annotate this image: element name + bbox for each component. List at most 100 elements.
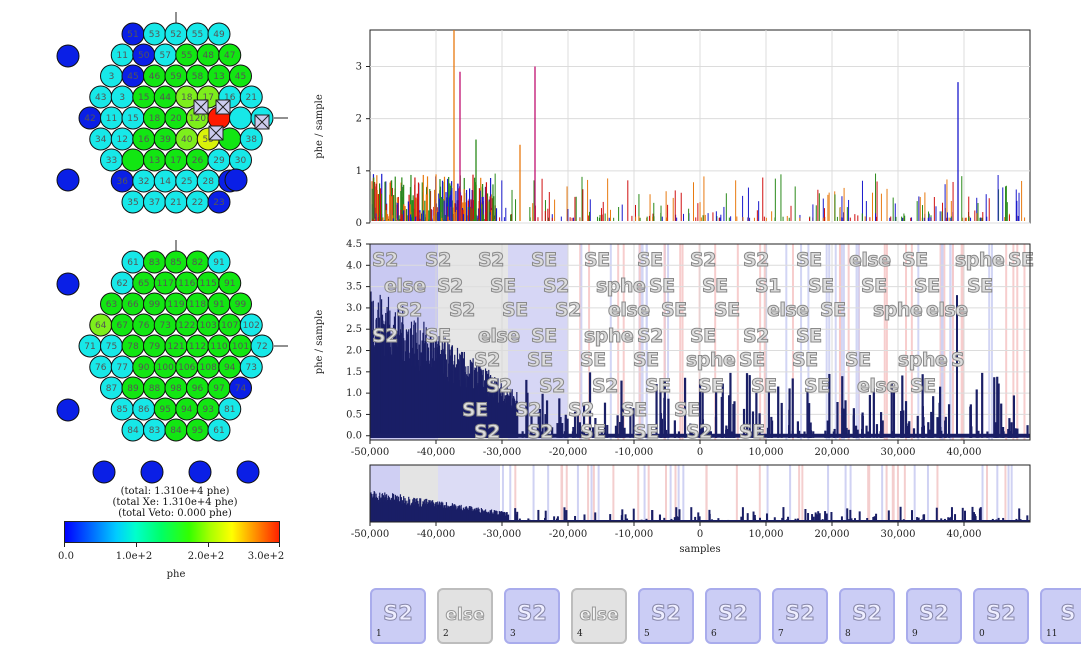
pmt-label: 121 <box>167 342 184 352</box>
bottom-pmt-array: 61 83 85 82 91 62 65 117 116 115 91 63 66 99 119 118 91 9… <box>56 240 288 484</box>
overview-waveform-chart[interactable]: -50,000 -40,000 -30,000 -20,000 -10,000 0 10,0… <box>300 460 1040 560</box>
x-tick-label: -10,000 <box>615 529 653 540</box>
pmt-label: 99 <box>235 300 247 310</box>
pulse-button-8[interactable]: S2 8 <box>839 588 895 644</box>
pulse-button-label: S2 <box>651 601 682 626</box>
pmt-label: 107 <box>221 321 238 331</box>
pulse-button-10[interactable]: S2 0 <box>973 588 1029 644</box>
pulse-button-2[interactable]: else 2 <box>437 588 493 644</box>
x-tick-label: 20,000 <box>815 529 850 540</box>
pulse-button-number: 0 <box>979 629 985 639</box>
pmt-label: 11 <box>117 51 128 61</box>
y-tick-label: 2 <box>356 114 362 125</box>
pulse-label: SE <box>751 375 777 397</box>
pulse-button-number: 5 <box>644 629 650 639</box>
pmt-label: 116 <box>178 279 195 289</box>
pmt-label: 122 <box>178 321 195 331</box>
x-tick-label: 10,000 <box>749 529 784 540</box>
x-tick-label: -20,000 <box>549 447 587 458</box>
veto-pmt <box>140 460 164 484</box>
pulse-label: S2 <box>474 421 500 443</box>
veto-pmt <box>56 168 80 192</box>
pulse-button-3[interactable]: S2 3 <box>504 588 560 644</box>
pulse-label: SE <box>967 275 993 297</box>
pmt-label: 23 <box>213 198 224 208</box>
pmt-circle <box>207 418 231 442</box>
waveform-traces <box>371 30 1026 221</box>
pmt-label: 15 <box>138 93 149 103</box>
pmt-label: 11 <box>106 114 117 124</box>
pulse-label: S1 <box>755 275 781 297</box>
pulse-button-label: S2 <box>517 601 548 626</box>
pmt-label: 58 <box>192 72 204 82</box>
pulse-label: S <box>951 349 964 371</box>
pulse-label: S2 <box>568 399 594 421</box>
pulse-button-1[interactable]: S2 1 <box>370 588 426 644</box>
pulse-label: SE <box>661 299 687 321</box>
pmt-circle <box>250 334 274 358</box>
pulse-label: SE <box>531 325 557 347</box>
colorbar-axis: 0.0 1.0e+2 2.0e+2 3.0e+2 phe <box>58 543 285 580</box>
pmt-label: 83 <box>149 426 160 436</box>
pulse-label: S2 <box>543 275 569 297</box>
pulse-button-number: 11 <box>1046 629 1058 639</box>
y-tick-label: 3.0 <box>346 303 362 314</box>
pulse-button-label: S2 <box>718 601 749 626</box>
pmt-circle <box>229 64 252 88</box>
summed-waveform-chart[interactable]: 0.0 0.5 1.0 1.5 2.0 2.5 3.0 3.5 4.0 4.5 phe / samp… <box>300 236 1040 461</box>
colorbar-tick-3: 3.0e+2 <box>248 551 285 562</box>
colorbar-tick-2: 2.0e+2 <box>188 551 225 562</box>
pmt-label: 119 <box>167 300 184 310</box>
pmt-label: 76 <box>95 363 107 373</box>
pmt-label: 64 <box>95 321 107 331</box>
pmt-label: 13 <box>213 72 224 82</box>
pulse-label: SE <box>580 349 606 371</box>
pulse-button-7[interactable]: S2 7 <box>772 588 828 644</box>
pmt-label: 3 <box>119 93 125 103</box>
pmt-label: 28 <box>203 177 215 187</box>
pulse-label: SE <box>739 349 765 371</box>
pmt-label: 66 <box>127 300 139 310</box>
y-tick-label: 0.5 <box>346 409 362 420</box>
pmt-circle <box>207 190 231 214</box>
pmt-label: 86 <box>138 405 150 415</box>
pulse-label: else <box>478 325 520 347</box>
pulse-label: SE <box>633 421 659 443</box>
pmt-label: 110 <box>210 342 227 352</box>
pulse-button-4[interactable]: else 4 <box>571 588 627 644</box>
pmt-label: 67 <box>117 321 128 331</box>
x-tick-label: -20,000 <box>549 529 587 540</box>
pmt-label: 95 <box>160 405 171 415</box>
pulse-button-6[interactable]: S2 6 <box>705 588 761 644</box>
pulse-label: SE <box>820 299 846 321</box>
pulse-button-number: 8 <box>845 629 851 639</box>
pmt-label: 94 <box>224 363 236 373</box>
pulse-button-number: 7 <box>778 629 784 639</box>
pulse-label: SE <box>645 375 671 397</box>
pmt-label: 103 <box>200 321 217 331</box>
pulse-label: S2 <box>743 249 769 271</box>
pulse-label: S2 <box>478 249 504 271</box>
pmt-circle <box>229 376 252 400</box>
pulse-button-number: 3 <box>510 629 516 639</box>
pmt-circle <box>121 148 145 172</box>
y-tick-label: 0.0 <box>346 431 362 442</box>
pulse-button-9[interactable]: S2 9 <box>906 588 962 644</box>
pmt-label: 79 <box>149 342 161 352</box>
pmt-label: 83 <box>149 258 160 268</box>
pulse-button-11[interactable]: S 11 <box>1040 588 1081 644</box>
x-tick-label: 10,000 <box>749 447 784 458</box>
pulse-label: SE <box>796 325 822 347</box>
pulse-label: SE <box>649 275 675 297</box>
x-tick-label: 30,000 <box>881 447 916 458</box>
y-tick-label: 3.5 <box>346 282 362 293</box>
pulse-label: sphe <box>596 275 645 297</box>
x-tick-label: 40,000 <box>947 529 982 540</box>
pulse-label: sphe <box>873 299 922 321</box>
x-tick-label: -30,000 <box>483 447 521 458</box>
pulse-label: SE <box>796 249 822 271</box>
pulse-button-5[interactable]: S2 5 <box>638 588 694 644</box>
per-channel-waveform-chart[interactable]: 0 1 2 3 phe / sample <box>300 20 1040 232</box>
pmt-label: 73 <box>160 321 171 331</box>
pulse-label: else <box>384 275 426 297</box>
